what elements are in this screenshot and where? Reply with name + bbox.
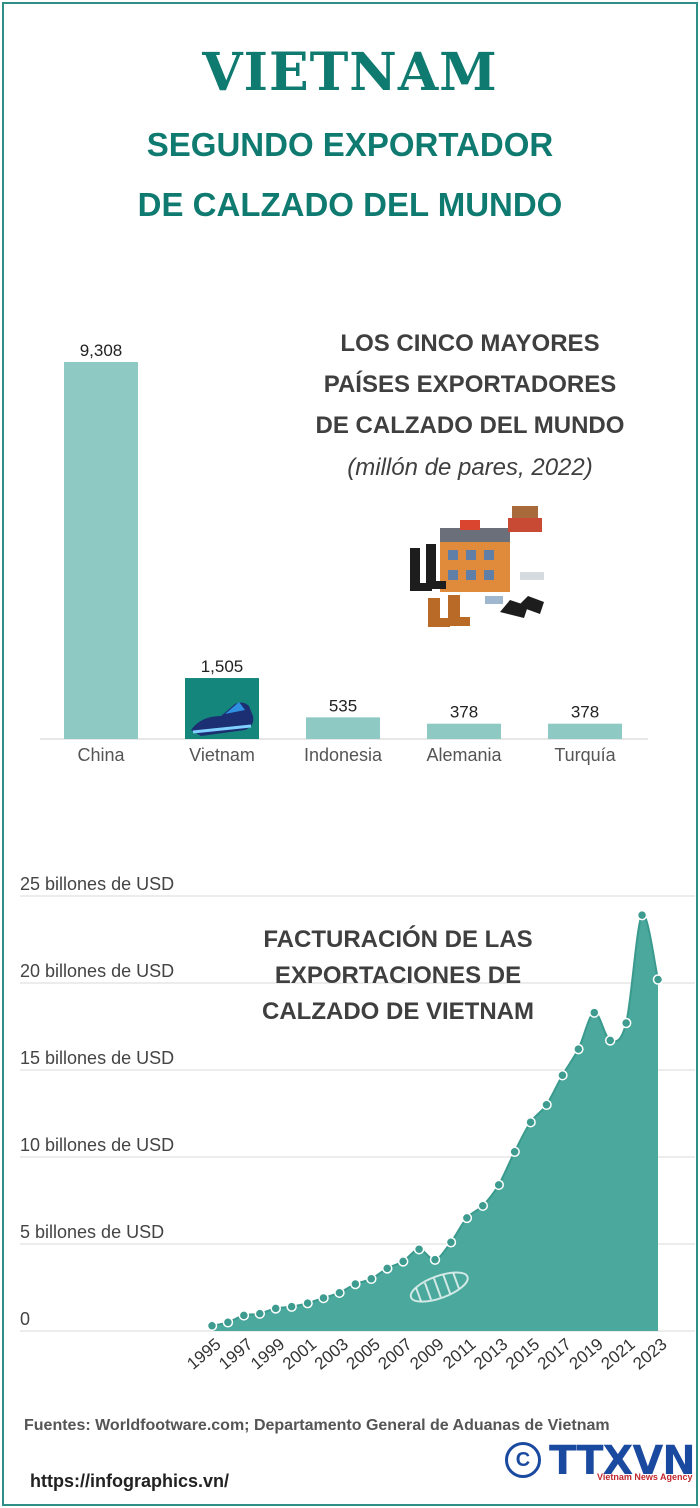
logo-text: TTXVN [549,1438,696,1484]
bar-chart-title-line3: DE CALZADO DEL MUNDO [315,412,625,439]
bar-category-label: Vietnam [189,745,255,765]
area-chart-title-line1: FACTURACIÓN DE LAS [263,926,533,953]
page-title: VIETNAM [202,42,498,103]
x-tick-label: 2015 [502,1335,543,1374]
shoe-factory-illustration [410,506,544,627]
x-tick-label: 1995 [183,1335,224,1374]
data-point-1996 [222,1317,234,1328]
area-chart-title-line3: CALZADO DE VIETNAM [262,998,534,1025]
data-point-2000 [286,1301,297,1312]
data-point-2003 [334,1287,345,1298]
data-point-2019 [589,1007,600,1018]
ttxvn-logo: C TTXVN Vietnam News Agency [505,1438,696,1485]
data-point-2001 [302,1297,313,1309]
data-point-2010 [445,1237,457,1248]
bar-value-label: 9,308 [80,341,123,360]
data-point-2005 [366,1273,377,1285]
data-point-1995 [206,1320,218,1332]
sources-note: Fuentes: Worldfootware.com; Departamento… [24,1417,610,1434]
x-tick-label: 2021 [598,1335,639,1374]
y-tick-label: 5 billones de USD [20,1222,164,1242]
data-point-2022 [636,909,648,921]
data-point-2021 [620,1017,632,1029]
data-point-2014 [509,1146,520,1158]
bar-chart-title-line1: LOS CINCO MAYORES [340,330,600,357]
website-link[interactable]: https://infographics.vn/ [30,1471,230,1491]
bar-value-label: 535 [329,696,357,715]
x-tick-label: 2001 [279,1335,320,1374]
data-point-2002 [318,1292,329,1304]
area-chart-title-line2: EXPORTACIONES DE [274,962,522,989]
bar-alemania [427,723,501,739]
data-point-2007 [397,1256,409,1267]
data-point-2009 [429,1254,441,1265]
page-subtitle-line2: DE CALZADO DEL MUNDO [137,186,563,223]
x-tick-label: 2005 [343,1335,384,1374]
shoe-sole-icon [409,1271,469,1303]
bar-value-label: 378 [450,703,478,722]
data-point-2006 [381,1263,393,1274]
x-tick-label: 2019 [566,1335,607,1374]
logo-subtext: Vietnam News Agency [597,1472,693,1482]
x-tick-label: 1999 [247,1335,288,1374]
x-tick-label: 1997 [215,1335,256,1374]
sneaker-icon [191,702,254,737]
data-point-2008 [413,1243,425,1255]
data-point-2020 [604,1035,616,1046]
page-subtitle-line1: SEGUNDO EXPORTADOR [146,126,554,163]
x-tick-label: 2023 [629,1335,670,1374]
x-tick-label: 2017 [534,1335,575,1374]
bar-turquía [548,723,622,739]
y-tick-label: 25 billones de USD [20,874,174,894]
data-point-2015 [525,1116,536,1128]
bar-indonesia [306,717,380,739]
data-point-1999 [270,1303,281,1314]
data-point-2013 [493,1179,504,1191]
y-tick-label: 15 billones de USD [20,1048,174,1068]
data-point-2017 [557,1069,568,1081]
y-tick-label: 10 billones de USD [20,1135,174,1155]
data-point-1998 [254,1308,266,1319]
bar-category-label: Turquía [554,745,616,765]
logo-symbol: C [505,1442,541,1478]
data-point-2012 [477,1200,489,1211]
data-point-2023 [652,974,664,985]
x-tick-label: 2011 [439,1335,479,1373]
bar-value-label: 1,505 [201,657,244,676]
data-point-2011 [461,1212,473,1224]
bar-category-label: Alemania [426,745,502,765]
x-tick-label: 2013 [470,1335,511,1374]
data-point-2004 [350,1278,361,1290]
bar-category-label: Indonesia [304,745,383,765]
x-tick-label: 2003 [311,1335,352,1374]
bar-china [64,362,138,739]
y-tick-label: 0 [20,1309,30,1329]
bar-chart-unit: (millón de pares, 2022) [347,454,593,481]
export-area [212,914,658,1331]
x-tick-label: 2009 [406,1335,447,1374]
data-point-2018 [573,1043,584,1055]
bar-value-label: 378 [571,703,599,722]
x-tick-label: 2007 [375,1335,416,1374]
y-tick-label: 20 billones de USD [20,961,174,981]
bar-chart-title-line2: PAÍSES EXPORTADORES [323,371,617,398]
bar-category-label: China [77,745,125,765]
data-point-1997 [238,1310,250,1321]
data-point-2016 [541,1099,552,1111]
